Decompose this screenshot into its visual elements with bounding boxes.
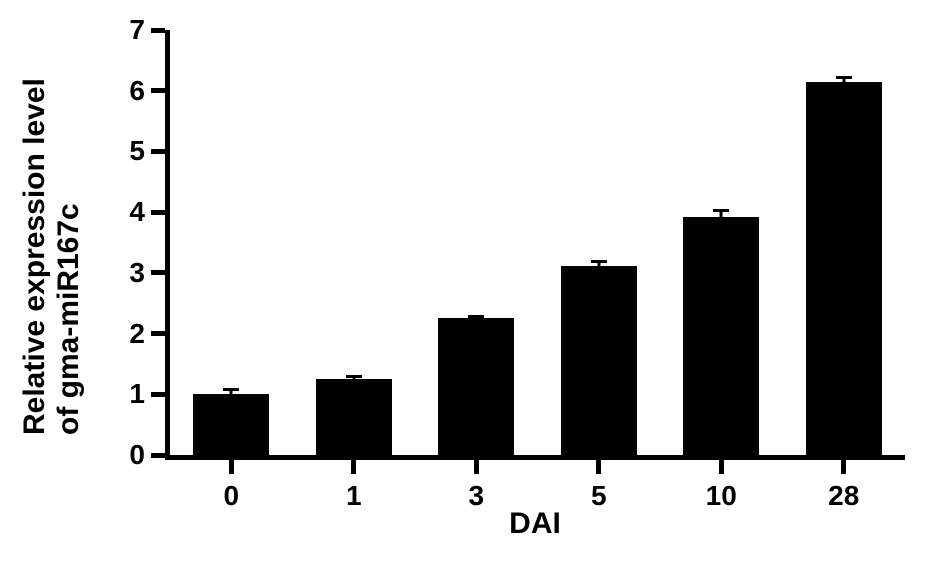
bar [683,217,759,455]
bar [316,379,392,455]
chart-container: Relative expression level of gma-miR167c… [0,0,949,561]
y-tick [151,149,165,154]
error-bar-cap [836,76,852,79]
x-tick [474,460,479,474]
bar [806,82,882,455]
y-tick-label: 5 [129,135,145,167]
y-tick [151,392,165,397]
bar [438,318,514,455]
y-tick-label: 0 [129,439,145,471]
y-tick-label: 1 [129,378,145,410]
error-bar-cap [223,388,239,391]
y-tick-label: 2 [129,318,145,350]
bar [193,394,269,455]
y-tick [151,28,165,33]
x-tick [841,460,846,474]
y-tick [151,453,165,458]
x-tick [351,460,356,474]
error-bar-cap [591,260,607,263]
error-bar-cap [468,315,484,318]
y-tick-label: 3 [129,257,145,289]
bar [561,266,637,455]
x-axis-line [165,455,905,460]
x-tick [719,460,724,474]
x-axis-label: DAI [165,507,905,541]
x-tick [229,460,234,474]
error-bar-cap [713,209,729,212]
error-bar-cap [346,375,362,378]
x-tick [596,460,601,474]
y-tick-label: 4 [129,196,145,228]
y-axis-line [165,30,170,460]
plot-area: 0123456701351028 [165,30,905,460]
y-tick-label: 6 [129,75,145,107]
y-tick [151,88,165,93]
y-tick-label: 7 [129,14,145,46]
y-tick [151,270,165,275]
y-tick [151,331,165,336]
y-tick [151,210,165,215]
